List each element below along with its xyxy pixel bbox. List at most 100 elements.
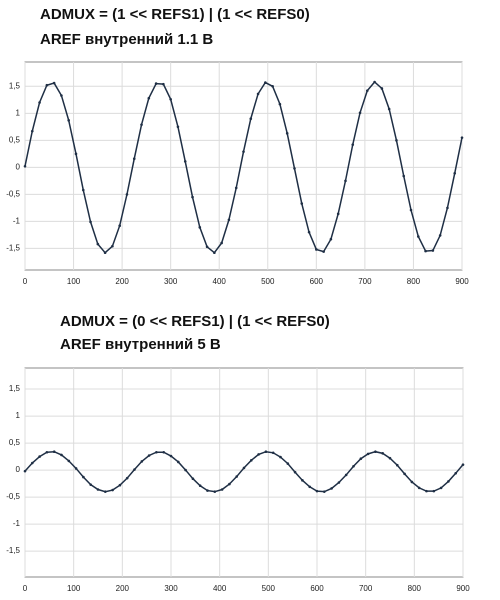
chart-subtitle: AREF внутренний 1.1 В <box>40 31 213 48</box>
data-point <box>380 87 384 90</box>
data-point <box>264 450 268 454</box>
x-tick-label: 800 <box>407 277 421 286</box>
data-point <box>460 136 464 139</box>
y-tick-label: 0,5 <box>9 135 21 144</box>
x-tick-label: 500 <box>262 584 276 593</box>
data-point <box>191 195 194 199</box>
data-point <box>344 179 347 183</box>
x-tick-label: 400 <box>213 277 227 286</box>
y-tick-label: 1,5 <box>9 81 21 90</box>
x-tick-label: 900 <box>456 584 470 593</box>
data-point <box>410 480 414 484</box>
data-point <box>329 237 333 241</box>
x-tick-label: 800 <box>408 584 422 593</box>
data-point <box>23 164 27 168</box>
data-point <box>256 92 260 96</box>
x-tick-label: 0 <box>23 584 28 593</box>
data-point <box>431 249 435 252</box>
x-tick-label: 200 <box>115 277 129 286</box>
data-point <box>125 193 129 196</box>
data-point <box>293 470 297 474</box>
data-point <box>366 89 369 92</box>
data-point <box>118 224 121 227</box>
data-point <box>242 466 246 470</box>
data-point <box>395 139 398 142</box>
data-point <box>264 81 267 84</box>
data-point <box>227 218 231 222</box>
data-point <box>271 85 274 88</box>
data-point <box>220 241 223 245</box>
data-point <box>132 157 136 161</box>
y-tick-label: 1 <box>16 411 21 420</box>
y-tick-label: -1,5 <box>6 546 20 555</box>
data-point <box>60 453 63 457</box>
data-point <box>82 475 85 479</box>
data-point <box>402 174 406 178</box>
data-point <box>206 489 209 492</box>
data-point <box>38 455 41 458</box>
data-point <box>374 450 377 454</box>
y-tick-label: -1 <box>13 519 21 528</box>
data-point <box>38 101 41 104</box>
data-point <box>89 483 92 486</box>
data-point <box>424 249 427 253</box>
data-point <box>52 450 56 454</box>
data-point <box>155 450 158 454</box>
data-point <box>52 81 56 85</box>
x-tick-label: 600 <box>310 584 324 593</box>
data-point <box>352 464 355 468</box>
data-point <box>330 487 333 490</box>
data-point <box>140 460 144 463</box>
data-point <box>31 461 34 465</box>
data-point <box>439 486 443 490</box>
data-point <box>213 490 217 493</box>
data-point <box>307 230 311 234</box>
data-point <box>147 454 151 457</box>
x-tick-label: 600 <box>310 277 324 286</box>
data-point <box>366 452 370 456</box>
x-tick-label: 400 <box>213 584 227 593</box>
data-point <box>89 220 92 224</box>
data-point <box>417 235 420 238</box>
chart-title: ADMUX = (1 << REFS1) | (1 << REFS0) <box>40 6 310 23</box>
x-tick-label: 100 <box>67 277 81 286</box>
data-point <box>286 462 290 465</box>
data-point <box>249 117 253 121</box>
data-point <box>220 488 224 491</box>
data-point <box>67 119 70 122</box>
data-point <box>315 489 319 493</box>
data-point <box>373 80 376 84</box>
data-point <box>250 459 253 462</box>
data-point <box>336 212 340 216</box>
data-point <box>169 97 172 101</box>
data-point <box>74 152 78 156</box>
data-point <box>140 123 143 126</box>
data-point <box>30 129 34 133</box>
data-point <box>323 490 326 493</box>
data-point <box>409 208 413 212</box>
data-point <box>125 476 129 480</box>
data-point <box>111 488 114 492</box>
data-point <box>198 226 202 229</box>
data-point <box>154 82 158 85</box>
data-point <box>96 488 100 491</box>
data-point <box>351 143 355 146</box>
data-point <box>242 150 245 153</box>
data-point <box>234 186 238 190</box>
data-point <box>183 160 187 163</box>
y-tick-label: -1,5 <box>6 243 20 252</box>
data-point <box>425 489 428 493</box>
data-point <box>118 483 122 487</box>
x-tick-label: 700 <box>359 584 373 593</box>
data-point <box>396 463 399 467</box>
data-point <box>308 485 312 489</box>
x-tick-label: 200 <box>116 584 130 593</box>
data-point <box>45 83 49 87</box>
data-point <box>103 251 107 255</box>
data-point <box>74 467 78 470</box>
data-point <box>359 457 363 461</box>
data-point <box>358 111 362 115</box>
data-point <box>23 469 27 473</box>
